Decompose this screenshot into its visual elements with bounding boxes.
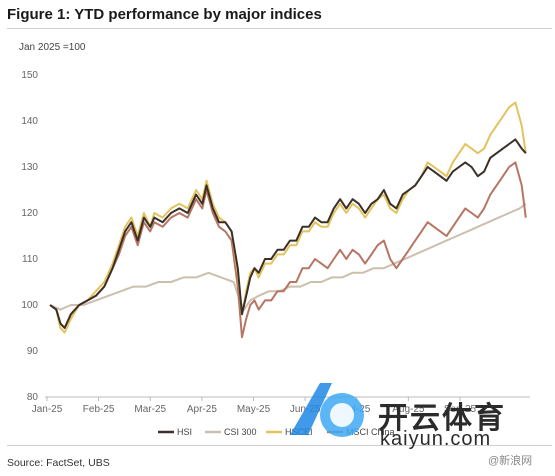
- title-divider: [7, 28, 552, 29]
- watermark-domain: kaiyun.com: [380, 428, 492, 450]
- x-tick-label: May-25: [237, 404, 271, 415]
- legend-label: MSCI China: [346, 427, 395, 437]
- y-tick-label: 120: [21, 208, 38, 219]
- legend-label: CSI 300: [224, 427, 257, 437]
- watermark-brand: 开云体育: [378, 402, 506, 435]
- series-line-hscei: [49, 101, 527, 334]
- x-tick-label: Jan-25: [32, 404, 63, 415]
- series-line-hsi: [49, 138, 527, 329]
- y-tick-label: 80: [27, 392, 39, 403]
- legend-label: HSI: [177, 427, 192, 437]
- x-tick-label: Feb-25: [83, 404, 115, 415]
- x-tick-label: Aug-25: [392, 404, 425, 415]
- y-tick-label: 110: [22, 254, 38, 265]
- series-lines: [49, 101, 527, 339]
- x-tick-label: Mar-25: [134, 404, 166, 415]
- series-line-csi-300: [49, 202, 527, 311]
- watermark-logo: [280, 375, 370, 445]
- y-axis-label: Jan 2025 =100: [19, 42, 86, 53]
- x-tick-label: Apr-25: [187, 404, 217, 415]
- y-axis-ticks: 80 90 100 110 120 130 140 150: [21, 70, 38, 403]
- y-tick-label: 150: [21, 70, 38, 81]
- series-line-msci-china: [49, 161, 527, 339]
- chart-title: Figure 1: YTD performance by major indic…: [7, 6, 322, 23]
- x-tick-label: Sep-25: [444, 404, 477, 415]
- watermark-logo-icon: [290, 383, 364, 437]
- y-tick-label: 100: [21, 300, 38, 311]
- source-note: Source: FactSet, UBS: [7, 457, 110, 469]
- source-divider: [7, 445, 552, 446]
- y-tick-label: 90: [27, 346, 39, 357]
- watermark-tag: @新浪网: [488, 455, 533, 467]
- y-tick-label: 130: [21, 162, 38, 173]
- y-tick-label: 140: [21, 116, 38, 127]
